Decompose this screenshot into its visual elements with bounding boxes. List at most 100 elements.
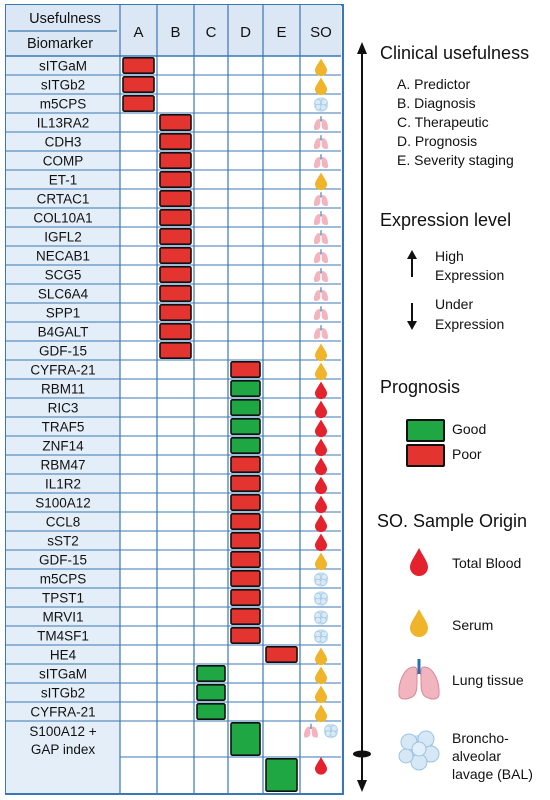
biomarker-label: HE4 (50, 648, 77, 663)
usefulness-mark-poor (230, 626, 261, 644)
expression-level-title: Expression level (380, 210, 512, 230)
blood-drop-icon (315, 476, 327, 495)
row-body-bg (120, 664, 341, 683)
biomarker-label: RBM11 (41, 382, 85, 397)
usefulness-mark-poor (159, 303, 192, 321)
origin-lung-label: Lung tissue (452, 672, 524, 688)
biomarker-label: CYFRA-21 (30, 705, 95, 720)
row-body-bg (120, 322, 341, 341)
biomarker-label: GAP index (31, 742, 96, 757)
biomarker-label: TM4SF1 (37, 629, 89, 644)
usefulness-mark-poor (230, 455, 261, 473)
usefulness-mark-poor (159, 152, 192, 170)
serum-drop-icon (315, 647, 327, 666)
blood-drop-icon (410, 548, 428, 576)
row-label-bg (6, 303, 120, 322)
usefulness-mark-poor (159, 228, 192, 246)
biomarker-label: COMP (43, 154, 84, 169)
biomarker-label: m5CPS (40, 572, 87, 587)
biomarker-label: CCL8 (46, 515, 81, 530)
lung-icon (314, 116, 328, 131)
expression-high-line2: Expression (435, 267, 505, 283)
poor-swatch (406, 444, 445, 467)
clinical-item-b: B. Diagnosis (397, 95, 476, 111)
row-label-bg (6, 94, 120, 113)
row-label-bg (6, 683, 120, 702)
row-label-bg (6, 550, 120, 569)
blood-drop-icon (315, 419, 327, 438)
row-label-bg (6, 341, 120, 360)
bal-cell (320, 630, 328, 638)
usefulness-mark-poor (230, 550, 261, 568)
row-body-bg (120, 702, 341, 721)
biomarker-grid: Usefulness Biomarker A B C D E SO sITGaM sITGb2 m5… (6, 5, 341, 793)
usefulness-mark-poor (230, 360, 261, 378)
usefulness-mark-poor (122, 95, 155, 113)
origin-bal-line1: Broncho- (452, 730, 509, 746)
row-body-bg (120, 151, 341, 170)
usefulness-mark-poor (230, 512, 261, 530)
usefulness-mark-poor (159, 322, 192, 340)
usefulness-mark-poor (159, 114, 192, 132)
blood-drop-icon (315, 757, 327, 775)
usefulness-mark-good (230, 398, 261, 416)
bal-cell (314, 578, 322, 586)
biomarker-label: MRVI1 (42, 610, 83, 625)
timeline-arrow (353, 42, 371, 792)
biomarker-label: GDF-15 (39, 553, 87, 568)
header-col-a: A (133, 24, 143, 41)
row-body-bg (120, 227, 341, 246)
lung-icon (314, 325, 328, 340)
serum-drop-icon (315, 172, 327, 191)
usefulness-mark-poor (122, 56, 155, 74)
row-label-bg (6, 569, 120, 588)
header-col-c: C (206, 24, 217, 41)
expression-high-line1: High (435, 248, 464, 264)
clinical-item-e: E. Severity staging (397, 152, 514, 168)
usefulness-mark-poor (230, 588, 261, 606)
biomarker-label: NECAB1 (36, 249, 90, 264)
origin-serum-label: Serum (452, 617, 494, 633)
biomarker-label: TPST1 (42, 591, 84, 606)
usefulness-mark-poor (265, 645, 298, 663)
clinical-item-d: D. Prognosis (397, 133, 478, 149)
lung-icon (314, 249, 328, 264)
lung-icon (314, 268, 328, 283)
row-body-bg (120, 113, 341, 132)
usefulness-mark-good (230, 379, 261, 397)
bal-cell (314, 597, 322, 605)
row-label-bg (6, 208, 120, 227)
usefulness-mark-poor (122, 76, 155, 94)
row-label-bg (6, 455, 120, 474)
biomarker-label: sITGaM (39, 59, 87, 74)
biomarker-label: SCG5 (45, 268, 82, 283)
biomarker-label: RBM47 (40, 458, 85, 473)
usefulness-mark-poor (159, 171, 192, 189)
good-swatch (406, 419, 445, 442)
biomarker-label: ET-1 (49, 173, 78, 188)
row-label-bg (6, 493, 120, 512)
clinical-item-c: C. Therapeutic (397, 114, 489, 130)
serum-drop-icon (315, 58, 327, 77)
usefulness-mark-poor (159, 265, 192, 283)
blood-drop-icon (315, 495, 327, 514)
biomarker-label: S100A12 (35, 496, 91, 511)
row-label-bg (6, 645, 120, 664)
usefulness-mark-poor (159, 209, 192, 227)
row-label-bg (6, 436, 120, 455)
row-body-bg (120, 56, 341, 75)
expression-under-line1: Under (435, 296, 474, 312)
row-label-bg (6, 474, 120, 493)
row-body-bg (120, 265, 341, 284)
header-col-so: SO (310, 24, 332, 41)
row-label-bg (6, 284, 120, 303)
row-body-bg (120, 284, 341, 303)
blood-drop-icon (315, 514, 327, 533)
row-label-bg (6, 56, 120, 75)
row-label-bg (6, 189, 120, 208)
lung-icon (314, 287, 328, 302)
bal-cells-icon (398, 730, 440, 771)
row-label-bg (6, 417, 120, 436)
bal-cell (314, 635, 322, 643)
usefulness-mark-poor (159, 247, 192, 265)
